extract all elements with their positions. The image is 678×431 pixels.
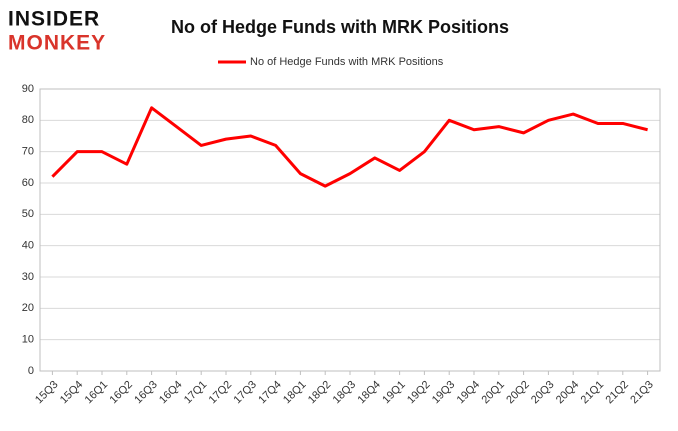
chart-title: No of Hedge Funds with MRK Positions bbox=[171, 17, 509, 37]
y-tick-label: 20 bbox=[22, 302, 34, 314]
y-tick-label: 60 bbox=[22, 177, 34, 189]
logo-line1: INSIDER bbox=[8, 8, 100, 31]
y-tick-label: 0 bbox=[28, 365, 34, 377]
y-tick-label: 30 bbox=[22, 271, 34, 283]
y-tick-label: 40 bbox=[22, 240, 34, 252]
y-tick-label: 90 bbox=[22, 83, 34, 95]
y-tick-label: 50 bbox=[22, 208, 34, 220]
y-tick-label: 80 bbox=[22, 114, 34, 126]
legend-label: No of Hedge Funds with MRK Positions bbox=[250, 56, 444, 68]
y-tick-label: 10 bbox=[22, 334, 34, 346]
line-series bbox=[51, 106, 648, 188]
logo-line2: MONKEY bbox=[8, 32, 106, 55]
y-tick-label: 70 bbox=[22, 146, 34, 158]
